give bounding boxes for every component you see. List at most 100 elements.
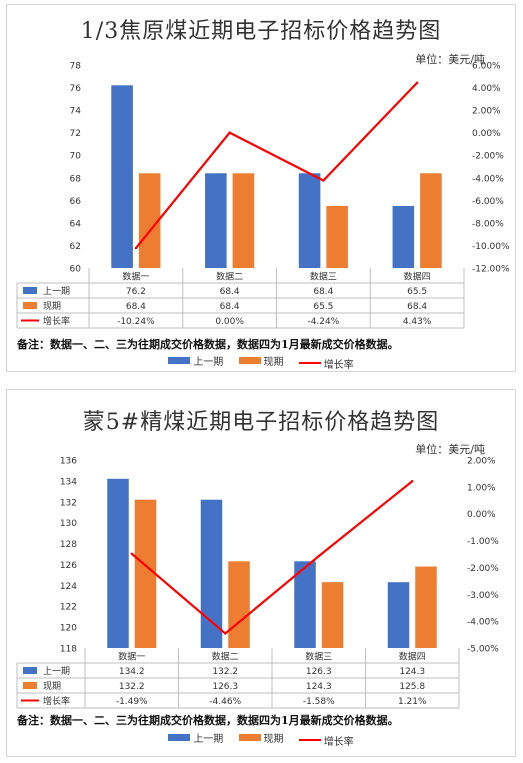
- y2-tick-label: -10.00%: [472, 242, 510, 252]
- table-cell: 132.2: [119, 682, 145, 692]
- y2-tick-label: 0.00%: [467, 510, 496, 520]
- y-tick-label: 136: [60, 457, 77, 467]
- category-label: 数据三: [310, 271, 337, 283]
- legend-item-rate: 增长率: [298, 733, 354, 748]
- legend-item-prev: 上一期: [168, 730, 223, 745]
- table-legend-swatch: [23, 682, 37, 689]
- rate-point: [134, 246, 138, 250]
- y2-tick-label: -3.00%: [467, 591, 499, 601]
- table-cell: 68.4: [126, 302, 146, 312]
- legend-swatch-prev: [168, 734, 191, 741]
- legend-label: 现期: [263, 357, 284, 368]
- y-tick-label: 70: [70, 152, 82, 162]
- rate-point: [415, 81, 419, 84]
- chart-title: 蒙5#精煤近期电子招标价格趋势图: [82, 410, 440, 435]
- category-label: 数据一: [122, 271, 149, 283]
- table-cell: 125.8: [399, 682, 425, 692]
- table-row-header: 现期: [43, 301, 61, 312]
- y2-tick-label: -1.00%: [467, 537, 499, 547]
- table-cell: 68.4: [220, 302, 240, 312]
- y2-tick-label: -4.00%: [472, 174, 504, 184]
- legend-swatch-cur: [238, 734, 261, 741]
- rate-point: [322, 179, 325, 182]
- y2-tick-label: -8.00%: [472, 219, 504, 229]
- combo-chart-2: 118 120 122 124 126 128 130 132 134 136 -5.00% -4.0…: [16, 457, 499, 709]
- table-cell: 68.4: [313, 287, 333, 297]
- y-tick-label: 64: [70, 219, 82, 229]
- table-cell: -1.58%: [303, 697, 335, 707]
- rate-point: [224, 632, 227, 635]
- legend-swatch-rate: [298, 739, 321, 741]
- y-tick-label: 74: [70, 107, 82, 117]
- table-row-header: 上一期: [43, 286, 70, 297]
- y2-tick-label: -6.00%: [472, 197, 504, 207]
- table-cell: -4.46%: [209, 697, 241, 707]
- legend-label: 增长率: [323, 359, 354, 371]
- bar-cur: [138, 173, 161, 268]
- table-cell: 0.00%: [215, 317, 244, 327]
- y2-tick-label: -2.00%: [472, 152, 504, 162]
- y2-tick-label: 6.00%: [472, 62, 501, 72]
- y-tick-label: 78: [70, 62, 82, 72]
- table-cell: 68.4: [220, 287, 240, 297]
- legend-item-cur: 现期: [238, 730, 284, 745]
- legend-label: 上一期: [193, 734, 224, 745]
- chart-legend: 上一期 现期 增长率: [7, 730, 515, 748]
- y-tick-label: 120: [60, 624, 77, 634]
- category-label: 数据三: [305, 651, 332, 663]
- y-tick-label: 126: [60, 561, 77, 571]
- unit-label: 单位：美元/吨: [415, 443, 485, 456]
- table-cell: 4.43%: [403, 317, 432, 327]
- table-cell: 1.21%: [398, 697, 427, 707]
- y-tick-label: 72: [70, 129, 81, 139]
- y2-tick-label: 4.00%: [472, 84, 501, 94]
- y-tick-label: 118: [60, 645, 77, 655]
- table-row-header: 增长率: [43, 315, 70, 327]
- legend-swatch-cur: [238, 357, 261, 364]
- bar-prev: [387, 582, 410, 648]
- rate-point: [411, 480, 414, 483]
- y-tick-label: 68: [70, 174, 82, 184]
- rate-line: [131, 480, 413, 635]
- legend-item-prev: 上一期: [168, 353, 223, 368]
- bar-cur: [415, 566, 437, 648]
- legend-swatch-prev: [168, 357, 191, 364]
- table-row-header: 增长率: [43, 695, 70, 707]
- legend-swatch-rate: [298, 362, 321, 364]
- table-row-header: 上一期: [43, 666, 70, 677]
- bar-cur: [232, 173, 255, 268]
- y-tick-label: 122: [60, 603, 77, 613]
- y2-tick-label: 0.00%: [472, 129, 501, 139]
- legend-item-rate: 增长率: [298, 356, 354, 371]
- bar-cur: [321, 582, 344, 648]
- table-cell: -10.24%: [117, 317, 155, 327]
- table-legend-swatch: [23, 667, 37, 674]
- legend-label: 现期: [263, 734, 284, 745]
- bar-cur: [134, 499, 157, 648]
- table-legend-swatch: [23, 302, 37, 309]
- bar-prev: [107, 478, 129, 648]
- bar-cur: [326, 205, 348, 268]
- y2-tick-label: -5.00%: [467, 645, 499, 655]
- y-tick-label: 132: [60, 498, 77, 508]
- bar-prev: [298, 173, 321, 268]
- y-tick-label: 62: [70, 242, 81, 252]
- y-tick-label: 60: [70, 265, 82, 275]
- category-label: 数据四: [399, 651, 426, 663]
- table-row-header: 现期: [43, 681, 61, 692]
- bar-prev: [294, 561, 316, 648]
- table-cell: 132.2: [212, 667, 238, 677]
- y2-tick-label: 2.00%: [472, 107, 501, 117]
- rate-point: [228, 131, 231, 134]
- category-label: 数据一: [118, 651, 145, 663]
- chart-panel-2: 蒙5#精煤近期电子招标价格趋势图 单位：美元/吨 118 120 122 124 126…: [6, 389, 516, 757]
- table-cell: 65.5: [407, 287, 427, 297]
- table-cell: 124.3: [306, 682, 332, 692]
- table-cell: 126.3: [306, 667, 332, 677]
- rate-point: [130, 552, 133, 555]
- y-tick-label: 128: [60, 540, 77, 550]
- bar-prev: [392, 205, 415, 268]
- bar-cur: [420, 173, 442, 268]
- legend-label: 上一期: [193, 357, 224, 368]
- legend-item-cur: 现期: [238, 353, 284, 368]
